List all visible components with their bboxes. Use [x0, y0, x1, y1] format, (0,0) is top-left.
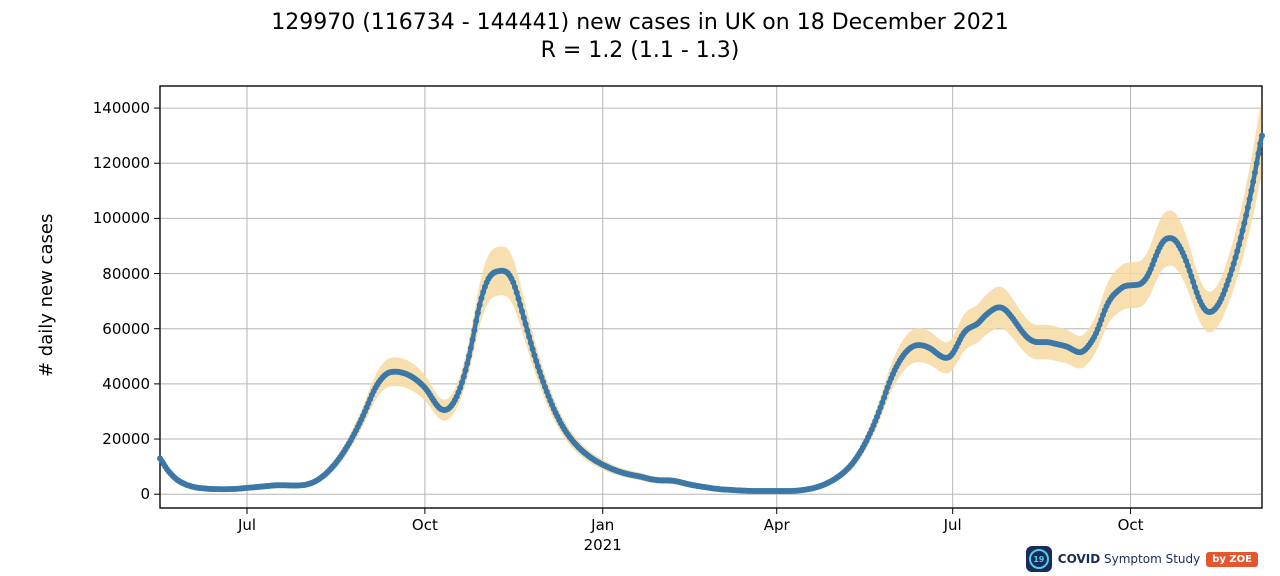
attribution-byzoe: by ZOE: [1206, 552, 1258, 567]
x-tick-label: Oct: [405, 516, 445, 534]
y-tick-label: 20000: [102, 430, 150, 448]
y-tick-label: 40000: [102, 375, 150, 393]
x-axis-year-label: 2021: [573, 536, 633, 554]
x-tick-label: Jul: [227, 516, 267, 534]
y-tick-label: 80000: [102, 265, 150, 283]
y-tick-label: 0: [140, 485, 150, 503]
x-tick-label: Jul: [933, 516, 973, 534]
y-tick-label: 140000: [93, 99, 150, 117]
y-tick-label: 60000: [102, 320, 150, 338]
y-tick-label: 100000: [93, 209, 150, 227]
covid-study-logo-icon: 19: [1026, 546, 1052, 572]
chart-plot-area: [0, 0, 1280, 576]
x-tick-label: Apr: [757, 516, 797, 534]
y-tick-label: 120000: [93, 154, 150, 172]
x-tick-label: Jan: [583, 516, 623, 534]
y-axis-label: # daily new cases: [36, 214, 57, 377]
attribution-badge: 19 COVID Symptom Study by ZOE: [1026, 546, 1258, 572]
x-tick-label: Oct: [1111, 516, 1151, 534]
attribution-text: COVID Symptom Study: [1058, 552, 1200, 566]
chart-container: { "layout":{ "width":1280,"height":576, …: [0, 0, 1280, 576]
